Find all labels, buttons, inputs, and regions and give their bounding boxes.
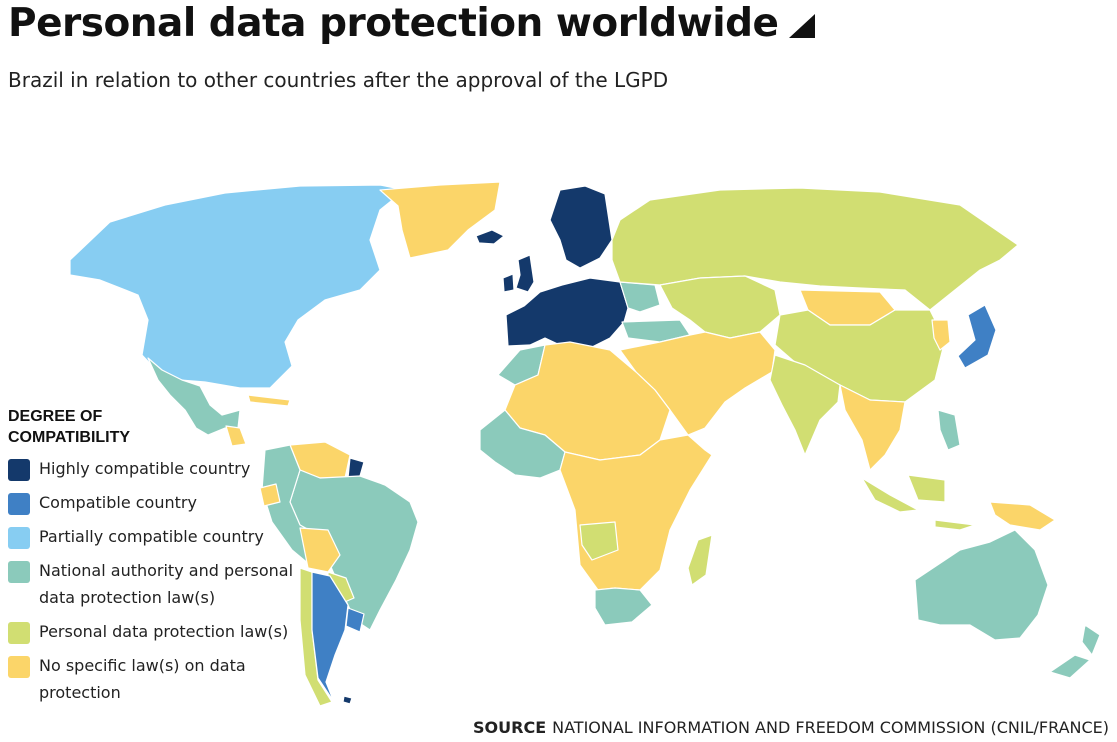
region-south-africa xyxy=(594,587,653,626)
legend-item-authority: National authority and personal data pro… xyxy=(8,560,308,611)
legend-swatch-law xyxy=(8,622,30,644)
legend-item-partial: Partially compatible country xyxy=(8,526,308,550)
legend-item-compatible: Compatible country xyxy=(8,492,308,516)
region-iceland xyxy=(475,229,505,245)
source-text: NATIONAL INFORMATION AND FREEDOM COMMISS… xyxy=(552,718,1109,737)
legend-swatch-none xyxy=(8,656,30,678)
page-title: Personal data protection worldwide xyxy=(8,0,816,48)
legend-item-law: Personal data protection law(s) xyxy=(8,621,308,645)
legend-label-partial: Partially compatible country xyxy=(39,527,264,546)
region-indonesia xyxy=(861,474,976,531)
title-text: Personal data protection worldwide xyxy=(8,1,779,46)
region-japan xyxy=(957,304,997,369)
region-australia xyxy=(914,529,1049,641)
source-credit: SOURCE NATIONAL INFORMATION AND FREEDOM C… xyxy=(473,718,1109,738)
region-papua-new-guinea xyxy=(989,501,1056,531)
legend-item-highly: Highly compatible country xyxy=(8,458,308,482)
region-ecuador xyxy=(259,483,281,507)
region-angola xyxy=(579,521,619,561)
region-french-guiana xyxy=(347,457,365,479)
region-scandinavia xyxy=(549,185,613,269)
legend-label-compatible: Compatible country xyxy=(39,493,197,512)
region-new-zealand xyxy=(1049,624,1101,679)
legend-swatch-highly xyxy=(8,459,30,481)
legend-label-law: Personal data protection law(s) xyxy=(39,622,289,641)
region-canada-usa xyxy=(69,184,406,389)
region-argentina xyxy=(311,571,349,703)
legend-swatch-partial xyxy=(8,527,30,549)
page-subtitle: Brazil in relation to other countries af… xyxy=(8,68,669,92)
legend-label-highly: Highly compatible country xyxy=(39,459,251,478)
region-madagascar xyxy=(687,534,713,586)
region-southeast-asia xyxy=(839,384,906,471)
legend-swatch-compatible xyxy=(8,493,30,515)
world-map-svg xyxy=(69,181,1101,707)
region-uk-ireland xyxy=(502,254,535,293)
legend-label-authority: National authority and personal data pro… xyxy=(39,561,294,607)
legend-swatch-authority xyxy=(8,561,30,583)
region-greenland xyxy=(379,181,501,259)
triangle-icon xyxy=(789,13,816,38)
source-key: SOURCE xyxy=(473,718,547,737)
region-caribbean xyxy=(225,394,291,447)
region-falklands xyxy=(342,695,353,705)
world-map xyxy=(0,110,1117,710)
region-korea xyxy=(931,319,951,351)
legend-label-none: No specific law(s) on data protection xyxy=(39,656,246,702)
legend-item-none: No specific law(s) on data protection xyxy=(8,655,308,706)
region-philippines xyxy=(937,409,961,451)
region-india xyxy=(769,354,841,456)
legend-heading: DEGREE OF COMPATIBILITY xyxy=(8,408,131,446)
legend: DEGREE OF COMPATIBILITY Highly compatibl… xyxy=(8,406,308,716)
region-bolivia xyxy=(299,527,341,573)
